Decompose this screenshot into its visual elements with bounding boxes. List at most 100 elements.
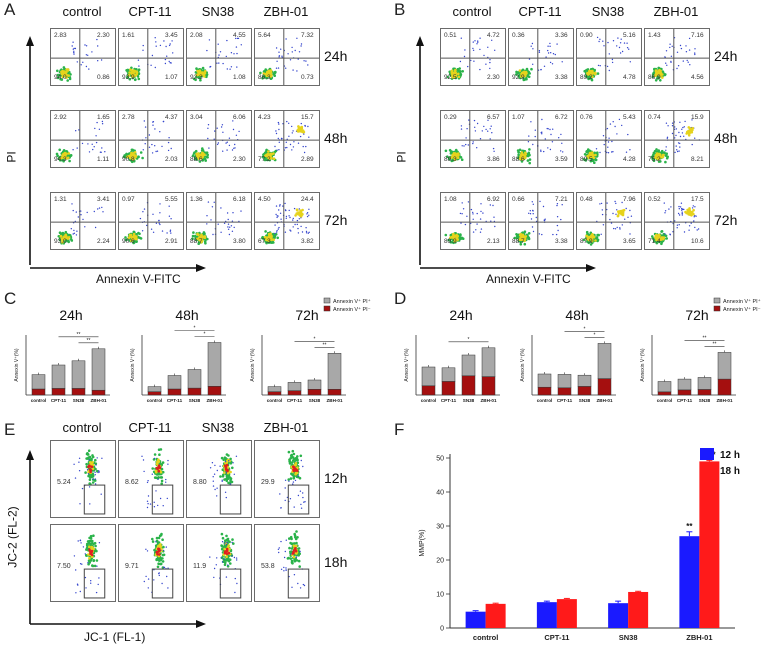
scatter-dot [135, 239, 138, 243]
scatter-dot [221, 561, 224, 563]
quadrant-value-upper-left: 0.66 [512, 196, 525, 203]
scatter-dot [224, 466, 228, 470]
scatter-dot [100, 493, 102, 495]
scatter-dot [154, 37, 156, 39]
scatter-dot [556, 224, 559, 227]
scatter-dot [608, 69, 610, 72]
scatter-dot [691, 143, 693, 146]
scatter-dot [487, 46, 489, 48]
scatter-dot [614, 125, 616, 128]
scatter-dot [662, 153, 665, 157]
bar-18h [485, 603, 506, 628]
column-header-sn38: SN38 [201, 420, 235, 435]
bar-early-apoptosis [557, 387, 572, 396]
jc1-scatter [277, 530, 310, 599]
flow-plot: 0.36 3.36 92.9 3.38 [508, 28, 574, 86]
scatter-dot [169, 229, 172, 231]
scatter-dot [290, 230, 292, 232]
scatter-dot [214, 130, 216, 132]
scatter-dot [82, 546, 85, 548]
scatter-dot [556, 203, 559, 205]
scatter-dot [298, 565, 301, 568]
scatter-dot [86, 453, 90, 456]
scatter-dot [157, 536, 161, 540]
scatter-dot [130, 148, 134, 152]
jc1-scatter [141, 448, 174, 515]
scatter-dot [161, 461, 165, 464]
scatter-dot [240, 44, 242, 46]
scatter-dot [538, 233, 541, 235]
bar-late-apoptosis [481, 347, 496, 377]
flow-plot-scatter [187, 29, 251, 85]
scatter-dot [195, 237, 199, 241]
scatter-dot [626, 42, 628, 44]
scatter-dot [677, 212, 680, 215]
scatter-dot [72, 41, 74, 43]
flow-plot-scatter [577, 193, 641, 249]
scatter-dot [101, 147, 103, 149]
scatter-dot [274, 232, 276, 235]
scatter-dot [292, 219, 294, 221]
quadrant-value-upper-right: 2.30 [97, 32, 110, 39]
scatter-dot [480, 203, 482, 205]
scatter-dot [155, 222, 158, 224]
scatter-dot [292, 550, 295, 554]
scatter-dot [289, 59, 292, 61]
scatter-dot [234, 577, 236, 580]
scatter-dot [230, 225, 233, 227]
column-header-control: control [62, 420, 102, 435]
scatter-dot [464, 223, 467, 226]
quadrant-value-lower-right: 3.38 [555, 74, 568, 81]
panel-label-d: D [394, 289, 407, 308]
scatter-dot [75, 234, 78, 236]
bar-late-apoptosis [287, 382, 302, 391]
scatter-dot [516, 71, 520, 74]
scatter-dot [232, 212, 234, 214]
scatter-dot [652, 158, 656, 161]
scatter-dot [227, 551, 231, 555]
scatter-dot [135, 70, 138, 73]
scatter-dot [625, 151, 628, 153]
scatter-dot [297, 547, 301, 550]
scatter-dot [305, 60, 307, 62]
scatter-dot [100, 59, 103, 61]
scatter-dot [693, 216, 695, 218]
scatter-dot [532, 209, 534, 212]
scatter-dot [78, 129, 80, 131]
flow-plot-scatter [255, 193, 319, 249]
scatter-dot [694, 206, 696, 208]
scatter-dot [520, 155, 524, 159]
scatter-dot [463, 55, 466, 58]
scatter-dot [677, 142, 680, 144]
scatter-dot [607, 41, 609, 44]
scatter-dot [235, 557, 238, 559]
gate-rectangle [151, 568, 174, 599]
scatter-dot [562, 151, 564, 153]
scatter-dot [279, 212, 282, 214]
scatter-dot [296, 466, 299, 469]
scatter-dot [286, 146, 288, 149]
scatter-dot [66, 156, 70, 160]
scatter-dot [610, 222, 613, 224]
quadrant-value-upper-left: 1.31 [54, 196, 67, 203]
scatter-dot [301, 208, 304, 212]
scatter-dot [295, 552, 298, 555]
scatter-dot [528, 148, 531, 151]
scatter-dot [291, 51, 293, 53]
scatter-dot [226, 39, 228, 42]
scatter-dot [302, 496, 304, 499]
scatter-dot [236, 37, 239, 40]
scatter-dot [159, 131, 161, 133]
quadrant-value-lower-right: 4.56 [691, 74, 704, 81]
scatter-dot [278, 149, 280, 151]
scatter-dot [69, 154, 73, 157]
scatter-dot [527, 151, 531, 155]
bar-late-apoptosis [71, 360, 86, 389]
quadrant-value-lower-left: 94.3 [54, 156, 67, 163]
quadrant-value-lower-right: 3.80 [233, 238, 246, 245]
scatter-dot [80, 210, 82, 212]
flow-plot-scatter [645, 29, 709, 85]
scatter-dot [664, 210, 667, 212]
